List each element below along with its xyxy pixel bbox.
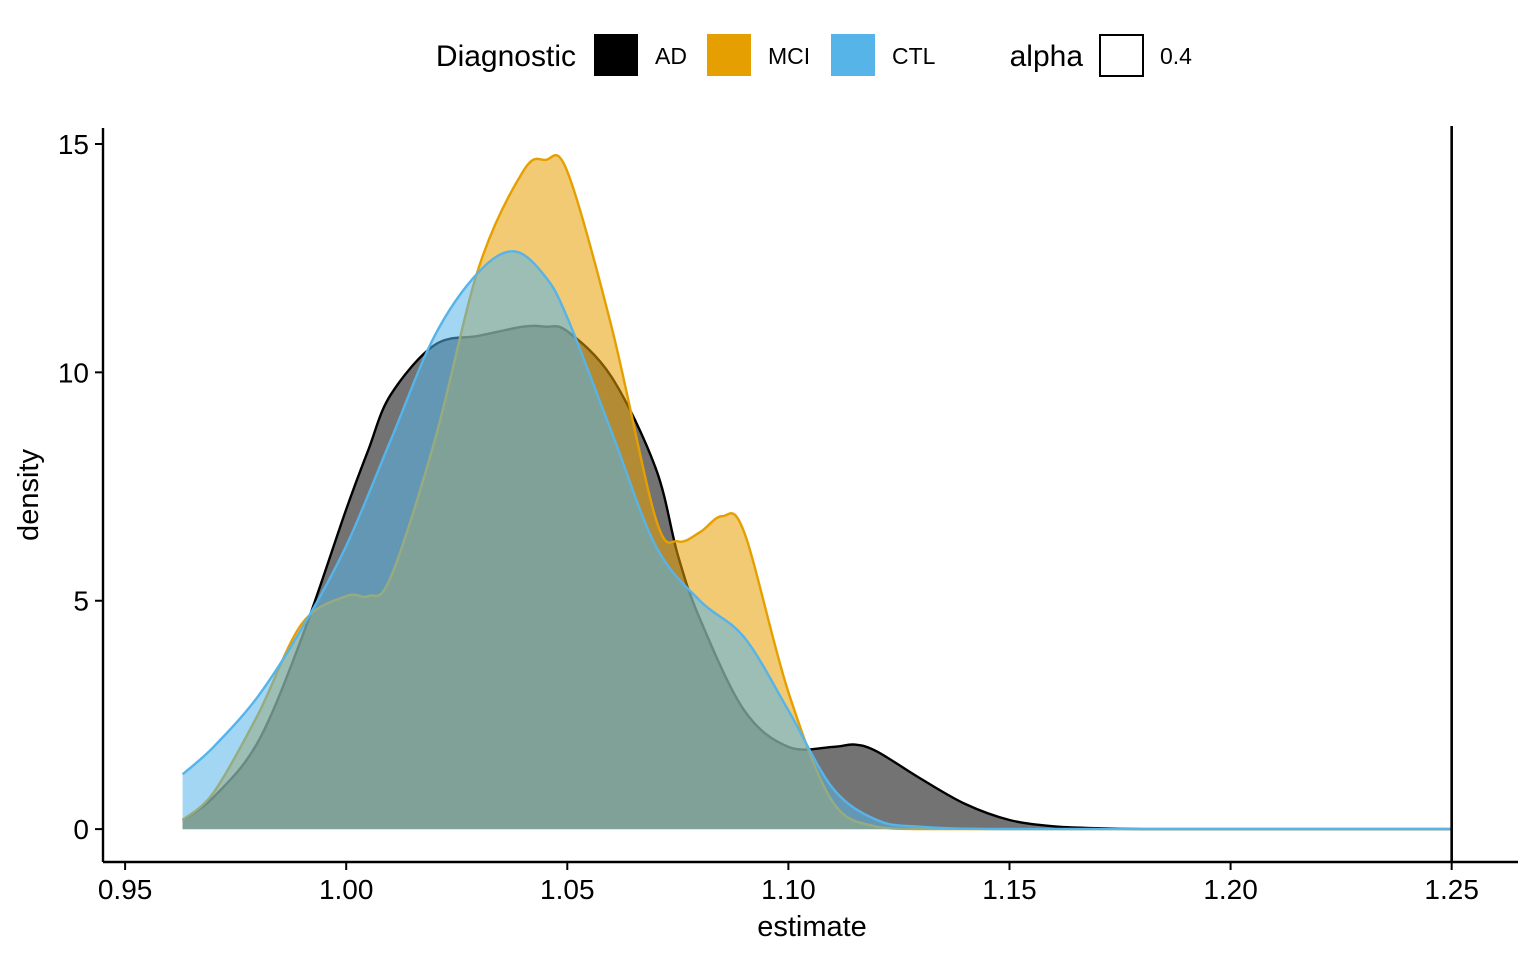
density-areas bbox=[181, 154, 1452, 831]
y-tick-label: 5 bbox=[73, 586, 89, 617]
density-area-ctl bbox=[182, 251, 1452, 830]
x-tick-label: 1.05 bbox=[540, 874, 595, 905]
density-line-ctl bbox=[181, 250, 1452, 831]
legend-key-ad bbox=[594, 34, 638, 76]
legend-label-ad: AD bbox=[655, 43, 687, 69]
legend-label-ctl: CTL bbox=[892, 43, 936, 69]
x-axis-title: estimate bbox=[757, 911, 867, 943]
x-tick-label: 0.95 bbox=[98, 874, 153, 905]
x-tick-label: 1.15 bbox=[982, 874, 1037, 905]
y-tick-label: 10 bbox=[58, 357, 89, 388]
legend-label-mci: MCI bbox=[768, 43, 810, 69]
legend-alpha-title: alpha bbox=[1010, 40, 1084, 73]
legend-title: Diagnostic bbox=[436, 40, 576, 73]
axes: 0.95 1.00 1.05 1.10 1.15 1.20 1.25 0 5 10 15 bbox=[58, 128, 1518, 905]
x-tick-label: 1.20 bbox=[1203, 874, 1258, 905]
legend: Diagnostic AD MCI CTL alpha 0.4 bbox=[436, 34, 1192, 77]
y-tick-label: 0 bbox=[73, 814, 89, 845]
x-tick-label: 1.10 bbox=[761, 874, 816, 905]
x-tick-label: 1.25 bbox=[1424, 874, 1479, 905]
legend-key-mci bbox=[707, 34, 751, 76]
legend-label-alpha: 0.4 bbox=[1160, 43, 1192, 69]
y-axis-title: density bbox=[13, 449, 45, 541]
x-tick-label: 1.00 bbox=[319, 874, 374, 905]
legend-key-ctl bbox=[831, 34, 875, 76]
legend-key-alpha bbox=[1099, 34, 1144, 77]
y-tick-label: 15 bbox=[58, 129, 89, 160]
